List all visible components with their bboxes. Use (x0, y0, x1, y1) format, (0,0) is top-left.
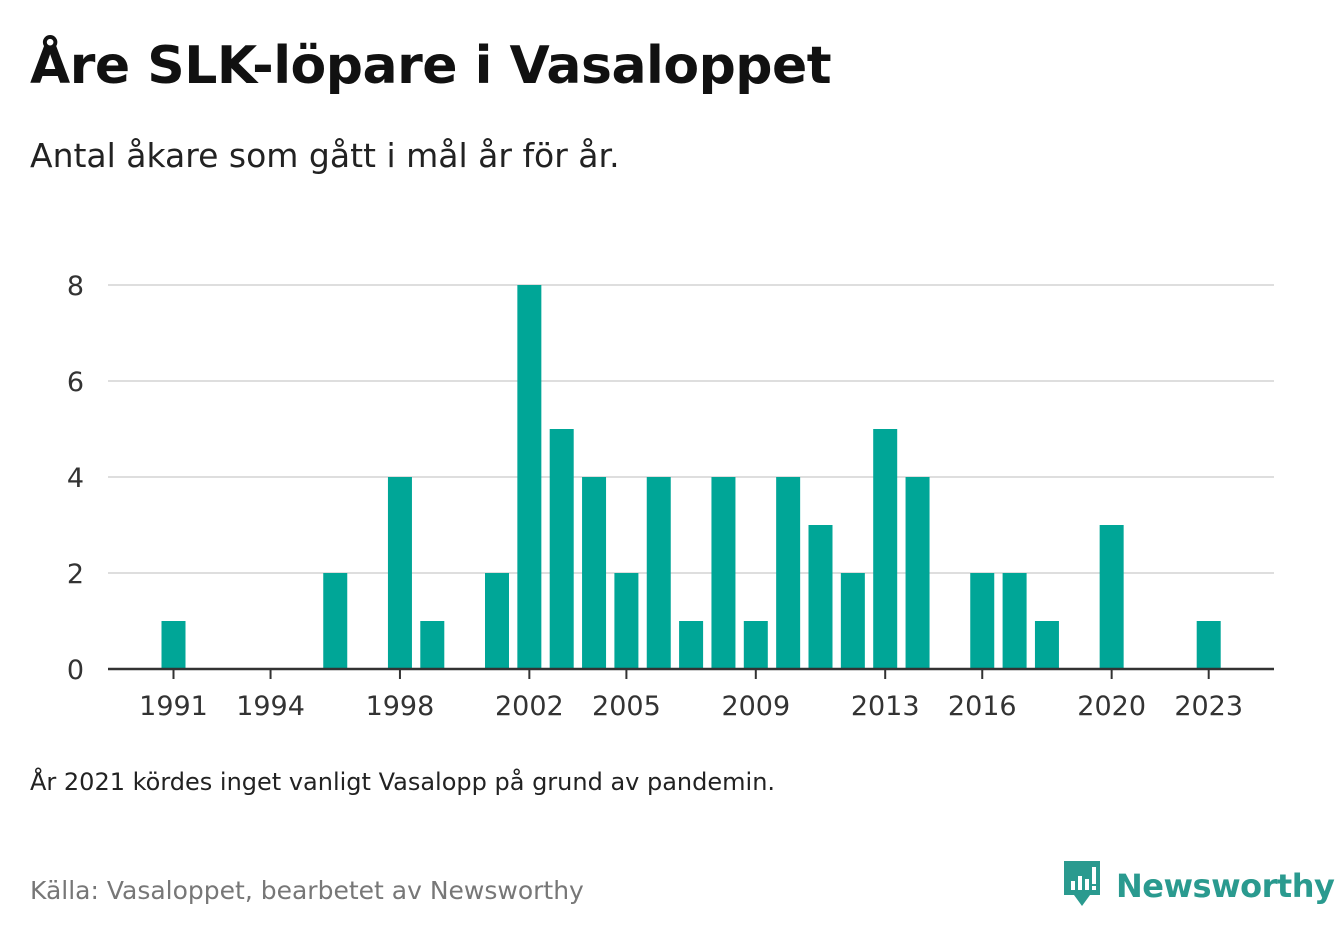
newsworthy-logo-icon (1062, 859, 1102, 913)
bar-2013 (873, 429, 898, 669)
y-tick-label: 4 (67, 463, 84, 494)
chart-subtitle: Antal åkare som gått i mål år för år. (30, 136, 620, 175)
bars (161, 285, 1221, 669)
bar-2020 (1099, 525, 1124, 669)
bar-2023 (1196, 621, 1221, 669)
bar-chart: 0 2 4 6 8 1991 1994 1998 2002 2005 2009 2013 2016 20… (67, 271, 1274, 722)
y-tick-label: 2 (67, 559, 84, 590)
x-tick-label: 2016 (948, 691, 1017, 722)
bar-2005 (614, 573, 639, 669)
bar-2011 (808, 525, 833, 669)
x-tick-label: 2002 (495, 691, 564, 722)
bar-2009 (743, 621, 768, 669)
bar-1998 (387, 477, 412, 669)
x-axis-labels: 1991 1994 1998 2002 2005 2009 2013 2016 2020 2023 (139, 669, 1243, 722)
newsworthy-brand[interactable]: Newsworthy (1062, 859, 1335, 913)
bar-2008 (711, 477, 736, 669)
x-tick-label: 2023 (1174, 691, 1243, 722)
x-tick-label: 2005 (592, 691, 661, 722)
bar-2010 (776, 477, 801, 669)
y-tick-label: 0 (67, 655, 84, 686)
x-tick-label: 1994 (236, 691, 305, 722)
y-tick-label: 8 (67, 271, 84, 302)
bar-2007 (679, 621, 704, 669)
source-text: Källa: Vasaloppet, bearbetet av Newswort… (30, 876, 584, 905)
bar-2002 (517, 285, 542, 669)
y-axis-labels: 0 2 4 6 8 (67, 271, 84, 686)
chart-note: År 2021 kördes inget vanligt Vasalopp på… (30, 768, 776, 796)
bar-2016 (970, 573, 995, 669)
bar-2004 (582, 477, 607, 669)
bar-2017 (1002, 573, 1027, 669)
bar-1991 (161, 621, 186, 669)
gridlines (108, 284, 1274, 574)
brand-name: Newsworthy (1116, 867, 1335, 905)
bar-2006 (646, 477, 671, 669)
x-tick-label: 2013 (851, 691, 920, 722)
x-tick-label: 2009 (721, 691, 790, 722)
bar-1999 (420, 621, 445, 669)
bar-2001 (485, 573, 509, 669)
bar-2003 (549, 429, 574, 669)
bar-2018 (1034, 621, 1059, 669)
y-tick-label: 6 (67, 367, 84, 398)
x-tick-label: 1991 (139, 691, 208, 722)
x-tick-label: 2020 (1077, 691, 1146, 722)
x-tick-label: 1998 (366, 691, 435, 722)
bar-2012 (840, 573, 865, 669)
bar-2014 (905, 477, 930, 669)
chart-title: Åre SLK-löpare i Vasaloppet (30, 36, 832, 96)
bar-1996 (323, 573, 348, 669)
